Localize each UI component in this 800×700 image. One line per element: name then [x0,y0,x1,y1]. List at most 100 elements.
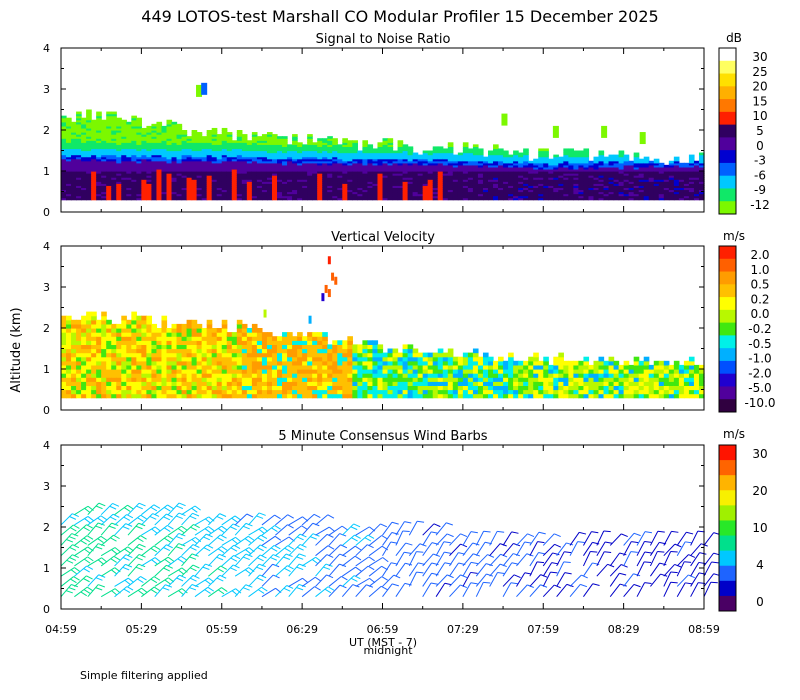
snr-cell [688,177,695,180]
snr-cell [166,160,173,164]
snr-cell [161,134,168,137]
velocity-cell [387,393,394,399]
snr-cell [231,193,238,197]
snr-cell [101,195,107,199]
snr-cell [447,177,454,180]
snr-cell [387,197,394,201]
velocity-cell [317,348,323,354]
snr-cell [352,144,358,147]
snr-cell [231,164,238,168]
snr-cell [226,158,233,162]
snr-cell [613,168,620,172]
snr-cell [548,160,554,164]
snr-cell [297,197,303,201]
snr-cell [638,173,645,176]
snr-cell [417,185,424,188]
velocity-cell [241,393,248,399]
velocity-cell [101,340,107,345]
snr-cell [156,175,163,178]
snr-cell [246,189,253,193]
snr-cell [533,189,539,193]
snr-cell [261,162,268,166]
velocity-cell [327,381,333,386]
snr-cell [573,160,580,164]
snr-cell [633,175,640,178]
snr-cell [81,171,87,174]
velocity-cell [121,323,127,329]
snr-cell [417,173,424,176]
snr-cell [226,175,233,178]
velocity-cell [76,328,82,333]
snr-cell [568,187,574,191]
snr-cell [146,173,153,176]
snr-cell [66,130,72,133]
snr-cell [477,187,484,191]
snr-cell [256,154,263,158]
snr-cell [362,175,369,178]
snr-cell [66,183,72,186]
snr-cell [271,140,278,143]
snr-cell [432,183,439,186]
velocity-cell [186,328,193,333]
velocity-cell [332,377,338,382]
velocity-cell [181,377,188,382]
velocity-cell [297,385,303,391]
velocity-cell [277,352,283,358]
velocity-cell [76,336,82,341]
snr-cell [156,197,163,201]
snr-cell [357,154,364,158]
snr-cell [292,189,298,193]
snr-cell [61,175,67,178]
snr-cell [347,193,353,197]
snr-cell [116,160,122,164]
velocity-cell [442,356,449,362]
snr-cell [312,168,318,172]
snr-cell [176,140,183,143]
snr-cell [447,181,454,184]
snr-cell [457,160,464,164]
snr-cell [357,181,364,184]
snr-cell [287,162,293,166]
velocity-cell [161,377,168,382]
snr-cell [432,193,439,197]
snr-cell [367,175,374,178]
snr-cell [437,179,444,182]
snr-cell [151,138,158,141]
snr-cell [498,187,504,191]
velocity-cell [86,373,92,378]
snr-cell [156,195,163,199]
snr-cell [307,162,313,166]
snr-cell [698,193,705,197]
velocity-cell [377,364,384,370]
snr-cell [457,185,464,188]
snr-cell [322,154,328,158]
snr-cell [211,193,218,197]
snr-cell [583,175,590,178]
snr-cell [663,195,670,199]
snr-cell [538,171,544,174]
snr-cell [282,195,288,199]
velocity-cell [332,364,338,370]
snr-cell [241,177,248,180]
snr-cell [292,138,298,141]
snr-cell [317,160,323,164]
snr-cell [236,134,243,137]
snr-cell [312,154,318,158]
snr-cell [493,156,499,160]
snr-cell [427,185,434,188]
snr-cell [498,162,504,166]
snr-cell [357,158,364,162]
snr-cell [216,193,223,197]
snr-cell [663,197,670,201]
snr-cell [593,173,600,176]
snr-cell [487,177,494,180]
snr-cell [141,144,147,147]
snr-cell [86,113,92,117]
velocity-cell [206,323,213,329]
velocity-cell [332,393,338,399]
velocity-cell [312,332,318,337]
snr-cell [251,173,258,176]
snr-cell [261,171,268,174]
snr-cell [548,191,554,195]
velocity-cell [327,373,333,378]
